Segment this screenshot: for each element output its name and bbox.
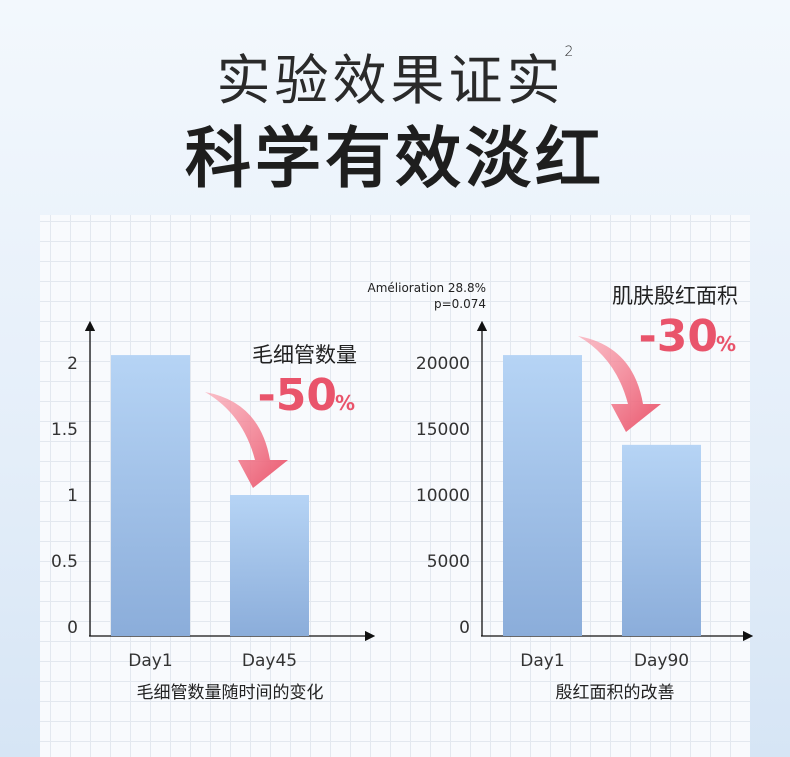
y-tick-label: 10000 [416,486,470,506]
y-tick-label: 0 [67,618,78,638]
down-arrow-icon [205,392,288,488]
bar [622,444,701,636]
x-tick-label: Day45 [242,651,297,671]
statistics-note: p=0.074 [434,297,486,311]
change-value: -50 [258,370,338,421]
title-line1: 实验效果证实2 [216,44,574,112]
change-value: -30 [639,311,719,362]
x-tick-label: Day1 [520,651,564,671]
y-tick-label: 0.5 [51,552,78,572]
chart-redness-area: 0 5000 10000 15000 20000 Day1 Day90 殷红面积的改善 肌肤殷红… [368,281,754,703]
statistics-note: Amélioration 28.8% [368,281,487,295]
y-tick-label: 20000 [416,354,470,374]
x-tick-label: Day90 [634,651,689,671]
bar [230,495,309,636]
y-tick-label: 2 [67,354,78,374]
footnote-marker: 2 [564,44,574,60]
chart-capillaries: 0 0.5 1 1.5 2 Day1 Day45 毛细管数量随时间的变化 毛细管数量 -50% [51,320,376,703]
x-axis-label: 殷红面积的改善 [556,683,675,703]
down-arrow-icon [578,336,661,432]
bar [111,355,190,636]
annotation-label: 毛细管数量 [252,343,357,367]
y-tick-label: 5000 [427,552,470,572]
y-tick-label: 1.5 [51,420,78,440]
change-unit: % [716,332,736,356]
bar [503,355,582,636]
y-tick-label: 1 [67,486,78,506]
x-axis-label: 毛细管数量随时间的变化 [137,683,324,703]
annotation-label: 肌肤殷红面积 [612,284,738,308]
x-tick-label: Day1 [128,651,172,671]
y-tick-label: 0 [459,618,470,638]
title-line2: 科学有效淡红 [185,120,605,197]
change-unit: % [335,391,355,415]
y-tick-label: 15000 [416,420,470,440]
